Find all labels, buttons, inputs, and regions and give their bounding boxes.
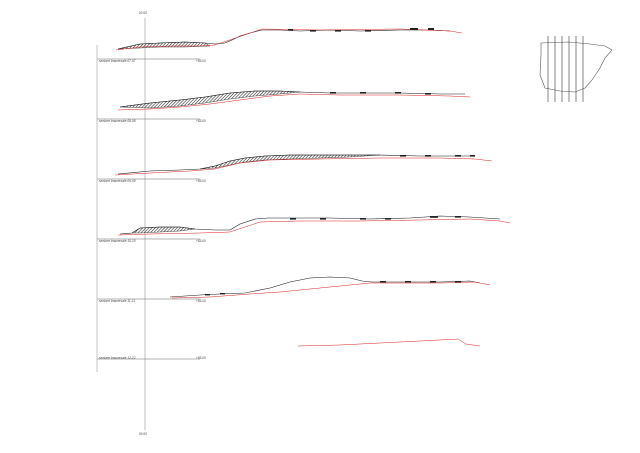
design-profile [297, 338, 481, 347]
design-profile [171, 281, 491, 299]
section-11-11 [97, 276, 491, 300]
ground-profile [169, 276, 481, 298]
ground-profile [117, 154, 470, 175]
section-07-07 [97, 28, 463, 60]
section-label: sezione trasversale 08-08 [99, 119, 136, 123]
design-profile [115, 28, 463, 51]
key-plan [539, 36, 613, 102]
section-12-12 [97, 338, 481, 360]
elevation-label: +83.00 [196, 356, 206, 360]
section-label: sezione trasversale 07-07 [99, 59, 136, 63]
elevation-label: +83.00 [196, 179, 206, 183]
design-profile [117, 218, 511, 236]
section-label: sezione trasversale 11-11 [99, 299, 136, 303]
excavation-hatch [119, 90, 301, 109]
elevation-label: +83.00 [196, 239, 206, 243]
section-label: sezione trasversale 09-09 [99, 179, 136, 183]
elevation-label: +83.00 [196, 119, 206, 123]
section-09-09 [97, 154, 493, 180]
elevation-label: +83.00 [196, 299, 206, 303]
ground-profile [119, 215, 501, 235]
axis-top-label: 00 00 [139, 11, 147, 15]
elevation-label: +83.00 [196, 59, 206, 63]
axis-bottom-label: 00 00 [139, 432, 147, 436]
section-08-08 [97, 90, 471, 120]
section-label: sezione trasversale 12-12 [99, 356, 136, 360]
design-profile [117, 93, 471, 111]
design-profile [114, 157, 493, 176]
key-plan-outline [539, 41, 613, 93]
section-label: sezione trasversale 10-10 [99, 239, 136, 243]
section-10-10 [97, 215, 511, 240]
